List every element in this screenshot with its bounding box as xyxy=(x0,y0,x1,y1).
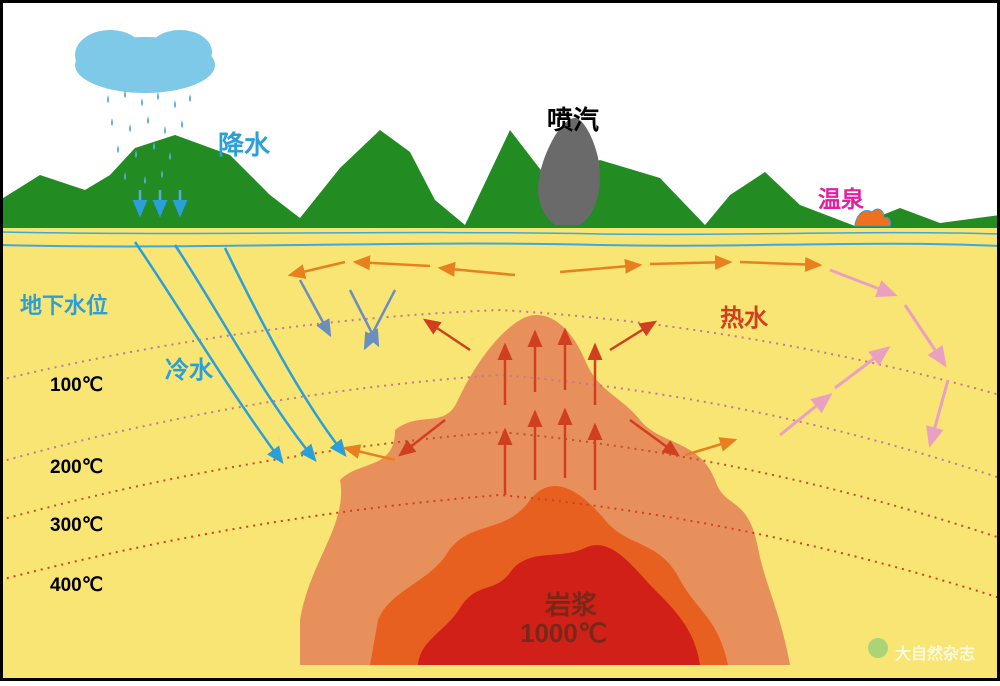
isotherm-label: 300℃ xyxy=(50,514,103,537)
precipitation-label: 降水 xyxy=(218,125,270,162)
cold-water-label: 冷水 xyxy=(165,350,213,385)
diagram-svg xyxy=(0,0,1000,681)
steam-label: 喷汽 xyxy=(547,100,599,137)
hot-water-label: 热水 xyxy=(720,298,768,333)
geothermal-diagram: 降水 喷汽温泉地下水位冷水 热水岩浆1000℃ 大自然杂志 100℃ 200℃ 300℃ 40… xyxy=(0,0,1000,681)
watermark-label: 大自然杂志 xyxy=(895,640,975,664)
isotherm-label: 100℃ xyxy=(50,374,103,397)
magma-temp-label: 1000℃ xyxy=(520,618,607,649)
water-table-label: 地下水位 xyxy=(20,288,108,320)
isotherm-label: 200℃ xyxy=(50,456,103,479)
magma-label: 岩浆 xyxy=(545,585,597,622)
isotherm-label: 400℃ xyxy=(50,574,103,597)
cloud-icon xyxy=(75,30,215,93)
watermark-icon xyxy=(868,638,888,658)
hot-spring-label: 温泉 xyxy=(818,180,864,214)
